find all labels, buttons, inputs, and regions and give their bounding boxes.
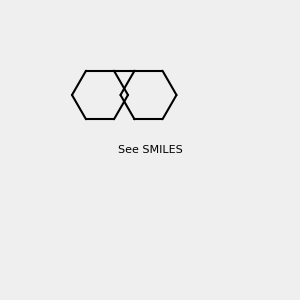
Text: See SMILES: See SMILES	[118, 145, 182, 155]
